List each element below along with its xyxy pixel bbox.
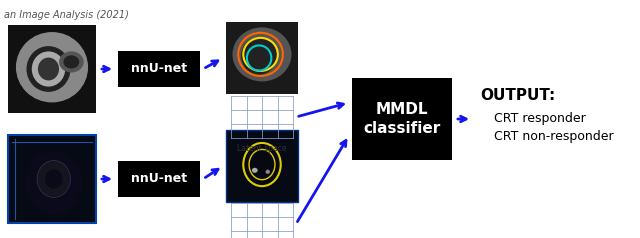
Ellipse shape (26, 46, 70, 92)
Text: nnU-net: nnU-net (131, 63, 187, 75)
Text: Latent space: Latent space (237, 144, 287, 153)
Bar (8, 25, 96, 113)
Text: OUTPUT:: OUTPUT: (480, 88, 556, 103)
Bar (118, 51, 200, 87)
Ellipse shape (63, 55, 79, 69)
Text: MMDL
classifier: MMDL classifier (364, 102, 440, 136)
Ellipse shape (45, 169, 63, 189)
Ellipse shape (37, 160, 70, 198)
Text: CRT non-responder: CRT non-responder (494, 130, 614, 143)
Bar (226, 22, 298, 94)
Bar (118, 161, 200, 197)
Ellipse shape (38, 58, 59, 80)
Ellipse shape (32, 51, 65, 87)
Text: CRT responder: CRT responder (494, 112, 586, 125)
Text: an Image Analysis (2021): an Image Analysis (2021) (4, 10, 129, 20)
Bar (8, 135, 96, 223)
Ellipse shape (16, 32, 88, 102)
Bar (352, 78, 452, 160)
Ellipse shape (59, 51, 84, 73)
Ellipse shape (252, 168, 258, 173)
Ellipse shape (232, 27, 292, 81)
Ellipse shape (241, 138, 284, 188)
Ellipse shape (266, 170, 270, 174)
Bar (226, 130, 298, 202)
Ellipse shape (241, 37, 277, 74)
Text: nnU-net: nnU-net (131, 173, 187, 185)
Ellipse shape (25, 151, 83, 214)
